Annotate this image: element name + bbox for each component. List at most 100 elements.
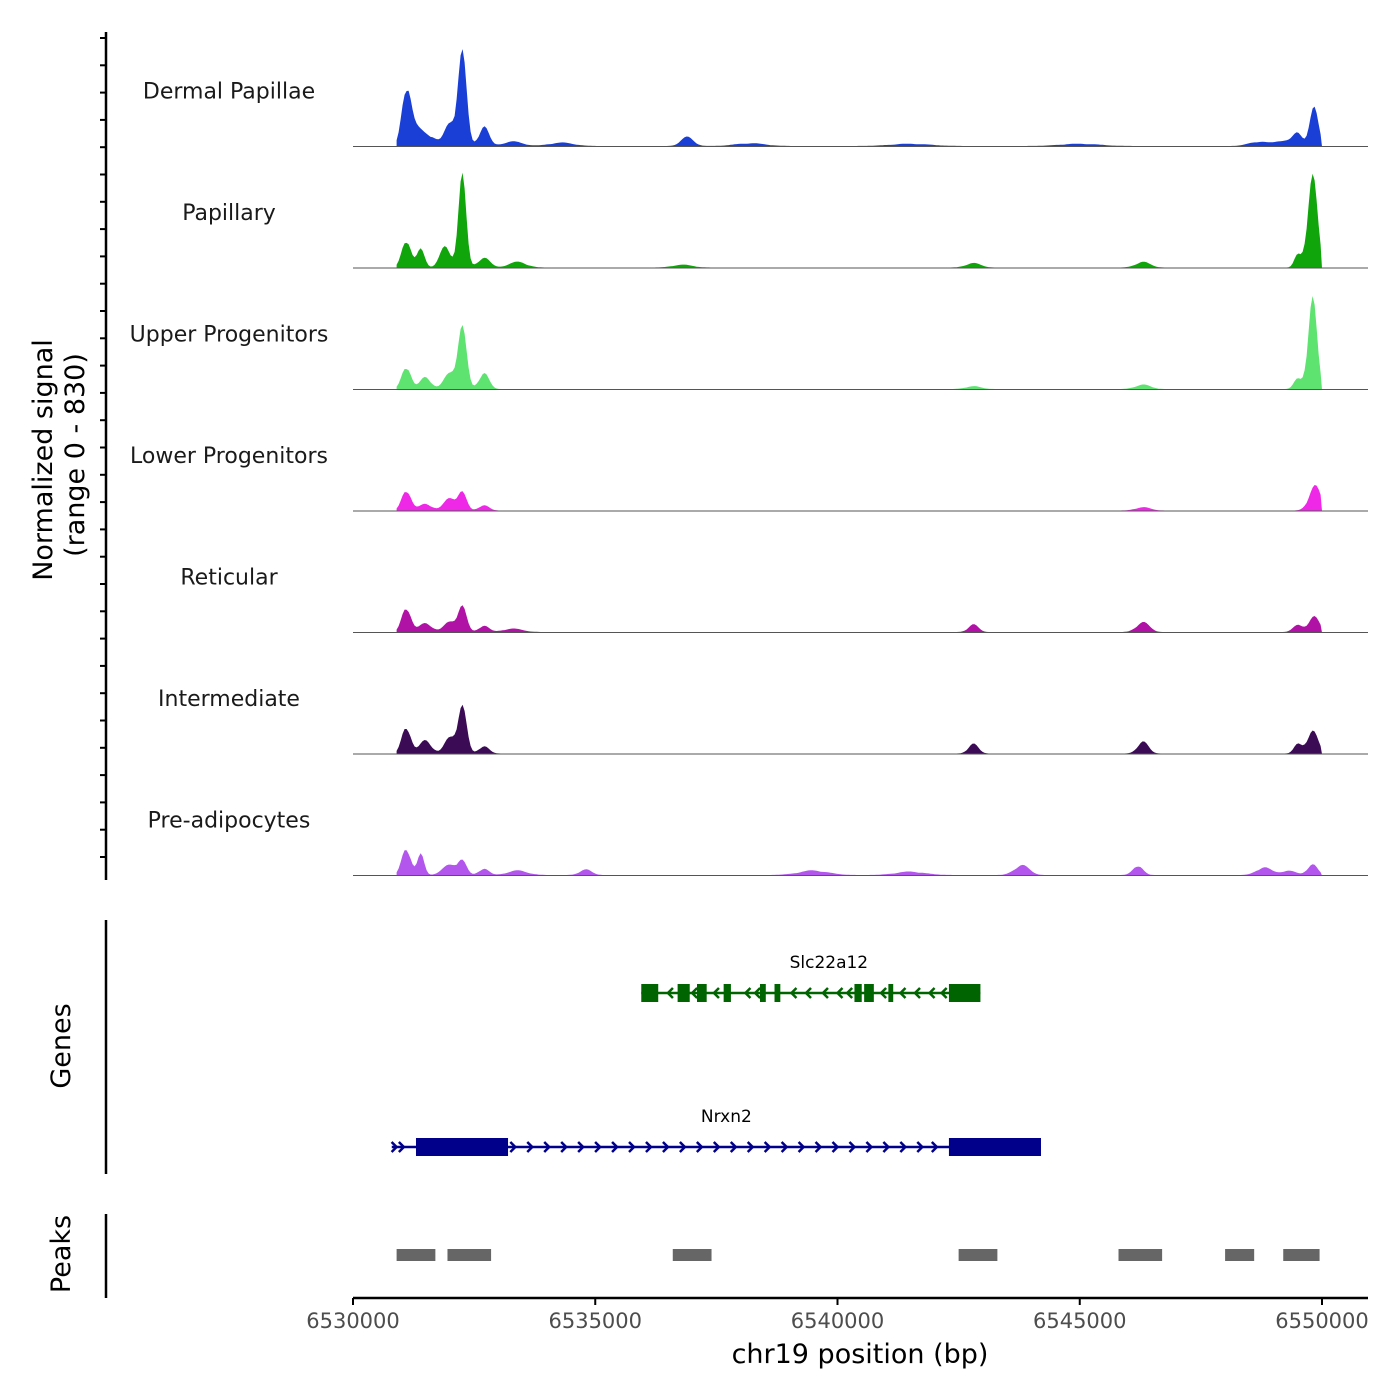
strand-arrow: [662, 1141, 670, 1153]
gene-nrxn2: Nrxn2: [390, 1107, 1041, 1156]
track-label: Papillary: [182, 201, 276, 226]
gene-exon: [888, 984, 894, 1002]
gene-exon: [696, 984, 707, 1002]
x-tick-label: 6530000: [306, 1309, 400, 1333]
peak-region: [1118, 1249, 1163, 1261]
strand-arrow: [879, 987, 887, 999]
strand-arrow: [927, 987, 936, 999]
track-dermal-papillae: Dermal Papillae: [143, 49, 1368, 147]
peak-region: [1225, 1249, 1255, 1261]
strand-arrow: [526, 1141, 535, 1153]
strand-arrow: [845, 987, 854, 999]
strand-arrow: [780, 1141, 789, 1153]
track-pre-adipocytes: Pre-adipocytes: [148, 809, 1368, 876]
peak-region: [1283, 1249, 1320, 1261]
strand-arrow: [814, 1141, 823, 1153]
strand-arrow: [763, 1141, 772, 1153]
strand-arrow: [560, 1141, 568, 1153]
x-tick-label: 6545000: [1033, 1309, 1127, 1333]
gene-exon: [774, 984, 781, 1002]
strand-arrow: [712, 1141, 721, 1153]
gene-exon: [415, 1138, 509, 1156]
strand-arrow: [611, 1141, 619, 1153]
peak-region: [958, 1249, 998, 1261]
strand-arrow: [898, 987, 907, 999]
strand-arrow: [848, 1141, 857, 1153]
gene-exon: [948, 1138, 1041, 1156]
coverage-area: [396, 172, 1323, 268]
y-axis-subtitle: (range 0 - 830): [60, 353, 91, 557]
track-label: Pre-adipocytes: [148, 809, 311, 834]
genes-axis-title: Genes: [46, 1003, 77, 1088]
gene-exon: [854, 984, 862, 1002]
gene-exon: [723, 984, 731, 1002]
strand-arrow: [729, 1141, 738, 1153]
strand-arrow: [397, 1141, 406, 1153]
strand-arrow: [916, 1141, 925, 1153]
coverage-area: [396, 850, 1323, 876]
track-upper-progenitors: Upper Progenitors: [130, 296, 1368, 390]
track-label: Intermediate: [158, 687, 300, 712]
strand-arrow: [746, 1141, 755, 1153]
peak-track: [396, 1249, 1320, 1261]
gene-exon: [864, 984, 874, 1002]
x-tick-label: 6535000: [548, 1309, 642, 1333]
strand-arrow: [690, 987, 699, 999]
gene-exon: [677, 984, 690, 1002]
y-axis-title: Normalized signal: [28, 339, 59, 581]
coverage-area: [396, 704, 1323, 754]
strand-arrow: [930, 1141, 939, 1153]
coverage-area: [396, 605, 1323, 633]
peak-region: [672, 1249, 712, 1261]
track-lower-progenitors: Lower Progenitors: [130, 444, 1368, 512]
strand-arrow: [577, 1141, 585, 1153]
strand-arrow: [797, 1141, 806, 1153]
strand-arrow: [882, 1141, 891, 1153]
strand-arrow: [821, 987, 829, 999]
x-tick-label: 6540000: [791, 1309, 885, 1333]
strand-arrow: [835, 987, 844, 999]
strand-arrow: [831, 1141, 840, 1153]
coverage-area: [396, 296, 1323, 390]
track-label: Dermal Papillae: [143, 80, 315, 105]
track-reticular: Reticular: [180, 566, 1368, 633]
strand-arrow: [666, 987, 674, 999]
peak-region: [396, 1249, 436, 1261]
strand-arrow: [899, 1141, 908, 1153]
strand-arrow: [865, 1141, 874, 1153]
coverage-area: [396, 49, 1323, 147]
strand-arrow: [712, 987, 720, 999]
peaks-axis-title: Peaks: [46, 1215, 77, 1293]
strand-arrow: [678, 1141, 687, 1153]
strand-arrow: [645, 1141, 653, 1153]
strand-arrow: [695, 1141, 704, 1153]
strand-arrow: [804, 987, 812, 999]
track-label: Upper Progenitors: [130, 323, 329, 348]
strand-arrow: [390, 1141, 399, 1153]
strand-arrow: [543, 1141, 551, 1153]
track-label: Lower Progenitors: [130, 444, 328, 469]
track-intermediate: Intermediate: [158, 687, 1368, 755]
gene-exon: [948, 984, 981, 1002]
x-axis-title: chr19 position (bp): [732, 1339, 989, 1370]
strand-arrow: [509, 1141, 518, 1153]
strand-arrow: [628, 1141, 636, 1153]
strand-arrow: [913, 987, 921, 999]
strand-arrow: [753, 987, 762, 999]
strand-arrow: [743, 987, 752, 999]
gene-exon: [759, 984, 766, 1002]
gene-track: Slc22a12 Nrxn2: [390, 953, 1041, 1156]
gene-slc22a12: Slc22a12: [641, 953, 981, 1002]
gene-exon: [641, 984, 659, 1002]
gene-label: Slc22a12: [790, 953, 869, 973]
gene-label: Nrxn2: [701, 1107, 752, 1127]
track-label: Reticular: [180, 566, 278, 591]
strand-arrow: [789, 987, 798, 999]
x-tick-label: 6550000: [1275, 1309, 1369, 1333]
left-axes: [100, 32, 108, 1298]
strand-arrow: [939, 987, 948, 999]
x-axis: 6530000 6535000 6540000 6545000 6550000: [306, 1296, 1369, 1333]
coverage-tracks: Dermal Papillae Papillary Upper Progenitor…: [130, 49, 1368, 876]
peak-region: [447, 1249, 492, 1261]
